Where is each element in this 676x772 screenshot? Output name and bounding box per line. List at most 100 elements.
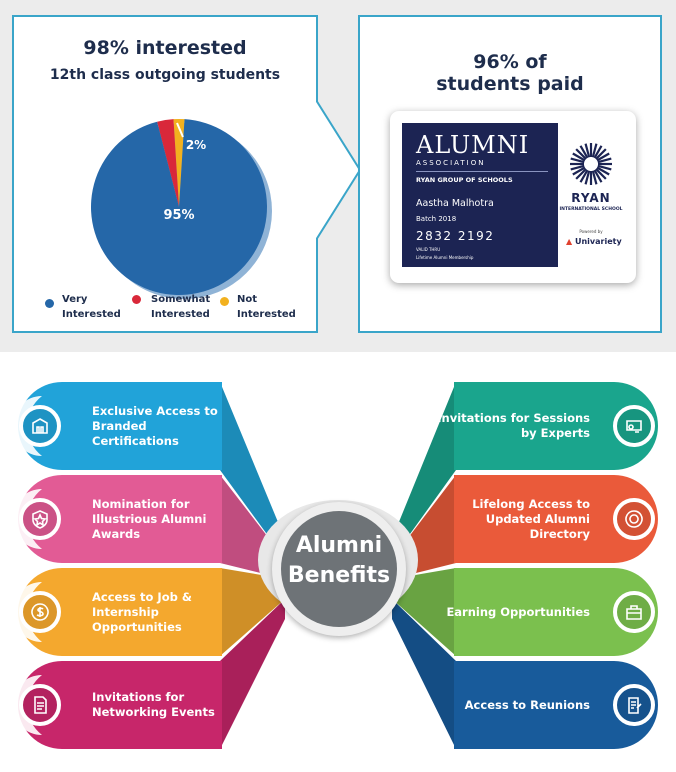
left-benefit-line: Certifications bbox=[92, 433, 179, 448]
card-panel-title-2: students paid bbox=[436, 73, 584, 95]
right-benefit-line: Earning Opportunities bbox=[446, 604, 590, 619]
card-brand: ALUMNI bbox=[416, 131, 530, 159]
ryan-logo-ray bbox=[570, 157, 585, 164]
pie-label-leader bbox=[176, 122, 184, 138]
center-title-1: Alumni bbox=[295, 533, 383, 558]
left-band bbox=[18, 661, 222, 749]
left-benefit-line: Internship bbox=[92, 604, 159, 619]
statistics-section: 98% interested 12th class outgoing stude… bbox=[0, 0, 676, 352]
document-icon bbox=[34, 696, 47, 714]
pie-subtitle: 12th class outgoing students bbox=[49, 67, 281, 83]
ryan-logo-ray bbox=[597, 164, 612, 171]
expert-icon bbox=[626, 420, 642, 433]
ryan-logo-ray bbox=[597, 157, 612, 164]
right-benefit-line: Updated Alumni bbox=[485, 511, 590, 526]
directory-icon bbox=[625, 510, 643, 528]
card-navy-side: ALUMNI ASSOCIATION RYAN GROUP OF SCHOOLS… bbox=[402, 123, 558, 267]
pie-slice-very bbox=[91, 119, 268, 295]
right-benefit-line: by Experts bbox=[520, 426, 590, 440]
legend-not-line2: Interested bbox=[237, 309, 296, 320]
legend-not: Not Interested bbox=[237, 292, 296, 322]
left-band bbox=[18, 475, 223, 563]
univariety-logo: ▲ Univariety bbox=[566, 237, 624, 246]
pie-chart-panel: 98% interested 12th class outgoing stude… bbox=[12, 15, 318, 333]
left-benefit-line: Opportunities bbox=[92, 619, 182, 634]
left-benefit-line: Illustrious Alumni bbox=[92, 511, 207, 526]
benefits-section: Exclusive Access to Branded Certifications… bbox=[0, 352, 676, 772]
ryan-logo-ray bbox=[572, 166, 586, 176]
legend-somewhat: Somewhat Interested bbox=[151, 292, 210, 322]
right-benefit-line: Lifelong Access to bbox=[472, 496, 590, 511]
right-benefit-text: Earning Opportunities bbox=[446, 605, 590, 620]
left-benefit-line: Networking Events bbox=[92, 705, 215, 719]
ryan-logo-ray bbox=[572, 152, 586, 162]
ryan-logo-ray bbox=[570, 164, 585, 171]
right-benefit-line: Access to Reunions bbox=[464, 697, 590, 712]
pie-label-main: 95% bbox=[163, 208, 194, 223]
left-benefit-text: Exclusive Access to Branded Certifications bbox=[92, 404, 218, 449]
card-school: RYAN bbox=[571, 191, 611, 205]
school-icon bbox=[32, 418, 48, 434]
briefcase-icon-circle bbox=[613, 591, 655, 633]
legend-somewhat-line1: Somewhat bbox=[151, 294, 211, 305]
briefcase-icon bbox=[626, 605, 642, 620]
right-benefit-text: Invitations for Sessions by Experts bbox=[437, 411, 590, 441]
card-divider bbox=[416, 171, 548, 172]
ryan-logo-ray bbox=[593, 169, 603, 183]
ryan-logo-ray bbox=[591, 170, 598, 185]
ryan-logo-ray bbox=[584, 143, 591, 158]
left-benefit-line: Branded bbox=[92, 418, 147, 433]
left-benefit-text: Access to Job & Internship Opportunities bbox=[92, 590, 192, 635]
left-benefit-text: Invitations for Networking Events bbox=[92, 690, 215, 720]
center-circle: Alumni Benefits bbox=[281, 511, 397, 627]
left-band bbox=[18, 568, 222, 656]
left-benefit-text: Nomination for Illustrious Alumni Awards bbox=[92, 497, 206, 542]
univariety-text: Univariety bbox=[574, 237, 622, 246]
membership-card: ALUMNI ASSOCIATION RYAN GROUP OF SCHOOLS… bbox=[390, 111, 636, 283]
ryan-logo-ray bbox=[595, 168, 607, 180]
right-band bbox=[454, 661, 658, 749]
card-group: RYAN GROUP OF SCHOOLS bbox=[416, 176, 513, 184]
directory-icon-circle bbox=[613, 498, 655, 540]
award-icon-circle bbox=[19, 498, 61, 540]
card-membership: Lifetime Alumni Membership bbox=[416, 255, 474, 260]
card-panel: 96% of students paid ALUMNI ASSOCIATION … bbox=[358, 15, 662, 333]
left-band bbox=[18, 382, 222, 470]
right-benefit-line: Directory bbox=[529, 526, 590, 541]
legend-dot-somewhat bbox=[132, 295, 141, 304]
legend-very-line2: Interested bbox=[62, 309, 121, 320]
expert-icon-circle bbox=[613, 405, 655, 447]
card-valid: VALID THRU bbox=[416, 247, 441, 252]
ryan-logo-icon bbox=[570, 143, 612, 185]
center-title-2: Benefits bbox=[287, 563, 391, 588]
document-icon-circle bbox=[19, 684, 61, 726]
pie-chart: 95% 2% bbox=[91, 119, 272, 299]
right-band bbox=[454, 382, 658, 470]
card-number: 2832 2192 bbox=[416, 229, 495, 243]
award-icon bbox=[32, 510, 48, 529]
reunion-icon bbox=[628, 697, 642, 714]
card-brand-sub: ASSOCIATION bbox=[416, 159, 486, 167]
pie-title: 98% interested bbox=[83, 37, 247, 59]
card-school-sub: INTERNATIONAL SCHOOL bbox=[559, 207, 623, 212]
ryan-logo-ray bbox=[596, 152, 610, 162]
pointer-arrow bbox=[316, 100, 362, 240]
left-benefit-line: Nomination for bbox=[92, 496, 190, 511]
card-batch: Batch 2018 bbox=[416, 215, 457, 223]
card-school-side: RYAN INTERNATIONAL SCHOOL Powered by ▲ U… bbox=[558, 123, 624, 267]
legend-dot-not bbox=[220, 297, 229, 306]
card-name: Aastha Malhotra bbox=[416, 198, 494, 209]
ryan-logo-ray bbox=[591, 143, 598, 158]
ryan-logo-ray bbox=[584, 170, 591, 185]
right-band bbox=[454, 475, 658, 563]
ryan-logo-ray bbox=[596, 166, 610, 176]
ryan-logo-ray bbox=[575, 148, 587, 160]
univariety-mark-icon: ▲ bbox=[566, 237, 573, 246]
left-benefit-line: Access to Job & bbox=[92, 589, 192, 604]
right-benefit-text: Lifelong Access to Updated Alumni Director… bbox=[472, 497, 590, 542]
pie-label-small: 2% bbox=[186, 138, 206, 152]
left-benefit-line: Exclusive Access to bbox=[92, 403, 218, 418]
legend-somewhat-line2: Interested bbox=[151, 309, 210, 320]
pie-slice-somewhat bbox=[157, 119, 179, 207]
right-benefit-line: Invitations for Sessions bbox=[437, 411, 590, 425]
